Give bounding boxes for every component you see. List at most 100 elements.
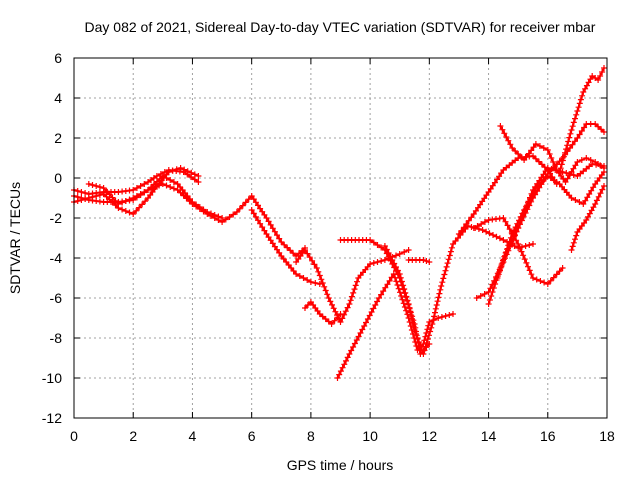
- data-point-marker: [374, 298, 381, 305]
- data-point-marker: [474, 223, 481, 229]
- x-tick-label: 0: [70, 428, 78, 444]
- data-point-marker: [287, 247, 294, 254]
- data-point-marker: [204, 209, 211, 215]
- data-point-marker: [393, 264, 399, 270]
- data-point-marker: [370, 260, 377, 266]
- data-point-marker: [378, 291, 385, 298]
- data-point-marker: [126, 196, 133, 203]
- data-point-marker: [93, 183, 100, 189]
- data-point-marker: [248, 207, 255, 213]
- series-track-3: [71, 165, 202, 217]
- data-point-marker: [532, 141, 539, 147]
- data-point-marker: [159, 181, 166, 187]
- series-track-11: [405, 257, 433, 265]
- data-point-marker: [426, 332, 432, 339]
- data-point-marker: [421, 347, 428, 354]
- data-point-marker: [536, 143, 543, 149]
- data-point-marker: [278, 239, 285, 245]
- data-point-marker: [119, 199, 126, 206]
- data-point-marker: [498, 263, 505, 270]
- data-point-marker: [374, 242, 381, 248]
- data-point-marker: [502, 218, 509, 225]
- data-point-marker: [465, 217, 472, 224]
- data-point-marker: [119, 206, 126, 213]
- x-tick-label: 2: [129, 428, 137, 444]
- data-point-marker: [505, 245, 511, 252]
- data-point-marker: [363, 319, 369, 326]
- data-point-marker: [601, 183, 607, 189]
- data-point-marker: [381, 257, 388, 263]
- data-point-marker: [195, 179, 202, 185]
- data-point-marker: [572, 115, 578, 122]
- data-point-marker: [551, 163, 558, 169]
- data-point-marker: [599, 186, 606, 193]
- data-point-marker: [601, 129, 607, 135]
- data-point-marker: [397, 274, 404, 281]
- data-point-marker: [592, 121, 599, 127]
- data-point-marker: [271, 243, 278, 250]
- data-point-marker: [562, 179, 569, 185]
- data-point-marker: [100, 191, 107, 197]
- data-point-marker: [382, 284, 389, 291]
- data-point-marker: [521, 157, 528, 163]
- data-point-marker: [370, 305, 377, 312]
- data-point-marker: [341, 311, 348, 318]
- data-point-marker: [587, 157, 594, 163]
- data-point-marker: [435, 294, 442, 301]
- data-point-marker: [346, 351, 353, 357]
- data-point-marker: [422, 343, 429, 350]
- data-point-marker: [515, 225, 522, 231]
- data-point-marker: [106, 191, 113, 198]
- data-point-marker: [562, 149, 568, 156]
- x-tick-label: 16: [540, 428, 556, 444]
- data-point-marker: [434, 298, 441, 305]
- data-point-marker: [568, 247, 575, 253]
- x-tick-label: 14: [481, 428, 497, 444]
- data-point-marker: [433, 302, 440, 308]
- data-point-marker: [403, 293, 410, 300]
- data-point-marker: [397, 289, 403, 296]
- data-point-marker: [368, 309, 375, 315]
- data-point-marker: [311, 261, 318, 268]
- data-point-marker: [376, 295, 382, 301]
- data-point-marker: [339, 315, 346, 322]
- data-point-marker: [541, 279, 548, 286]
- data-point-marker: [130, 195, 137, 201]
- data-point-marker: [348, 293, 355, 300]
- data-point-marker: [523, 259, 530, 266]
- data-point-marker: [575, 104, 582, 111]
- data-point-marker: [448, 244, 455, 251]
- data-point-marker: [353, 337, 360, 343]
- data-point-marker: [526, 242, 533, 248]
- data-point-marker: [337, 319, 344, 325]
- data-point-marker: [579, 92, 586, 99]
- data-point-marker: [473, 295, 480, 301]
- data-point-marker: [495, 271, 502, 278]
- data-point-marker: [163, 182, 170, 189]
- data-point-marker: [445, 256, 452, 263]
- data-point-marker: [441, 271, 448, 278]
- data-point-marker: [265, 234, 272, 241]
- data-point-marker: [432, 305, 439, 312]
- data-point-marker: [547, 277, 554, 284]
- data-point-marker: [513, 228, 520, 235]
- data-point-marker: [74, 198, 81, 204]
- data-point-marker: [402, 289, 409, 296]
- data-point-marker: [567, 145, 573, 151]
- data-point-marker: [550, 274, 557, 281]
- data-point-marker: [396, 251, 403, 257]
- data-point-marker: [400, 300, 407, 307]
- y-tick-label: -4: [50, 250, 63, 266]
- data-point-marker: [544, 171, 551, 177]
- data-point-marker: [490, 232, 496, 238]
- data-point-marker: [576, 131, 583, 138]
- data-point-marker: [181, 166, 188, 173]
- data-point-marker: [530, 195, 536, 201]
- data-point-marker: [528, 271, 535, 278]
- y-tick-label: -10: [42, 370, 62, 386]
- data-point-marker: [500, 256, 507, 263]
- data-point-marker: [300, 275, 307, 281]
- data-point-marker: [344, 304, 351, 311]
- data-point-marker: [538, 161, 545, 168]
- data-point-marker: [583, 155, 590, 161]
